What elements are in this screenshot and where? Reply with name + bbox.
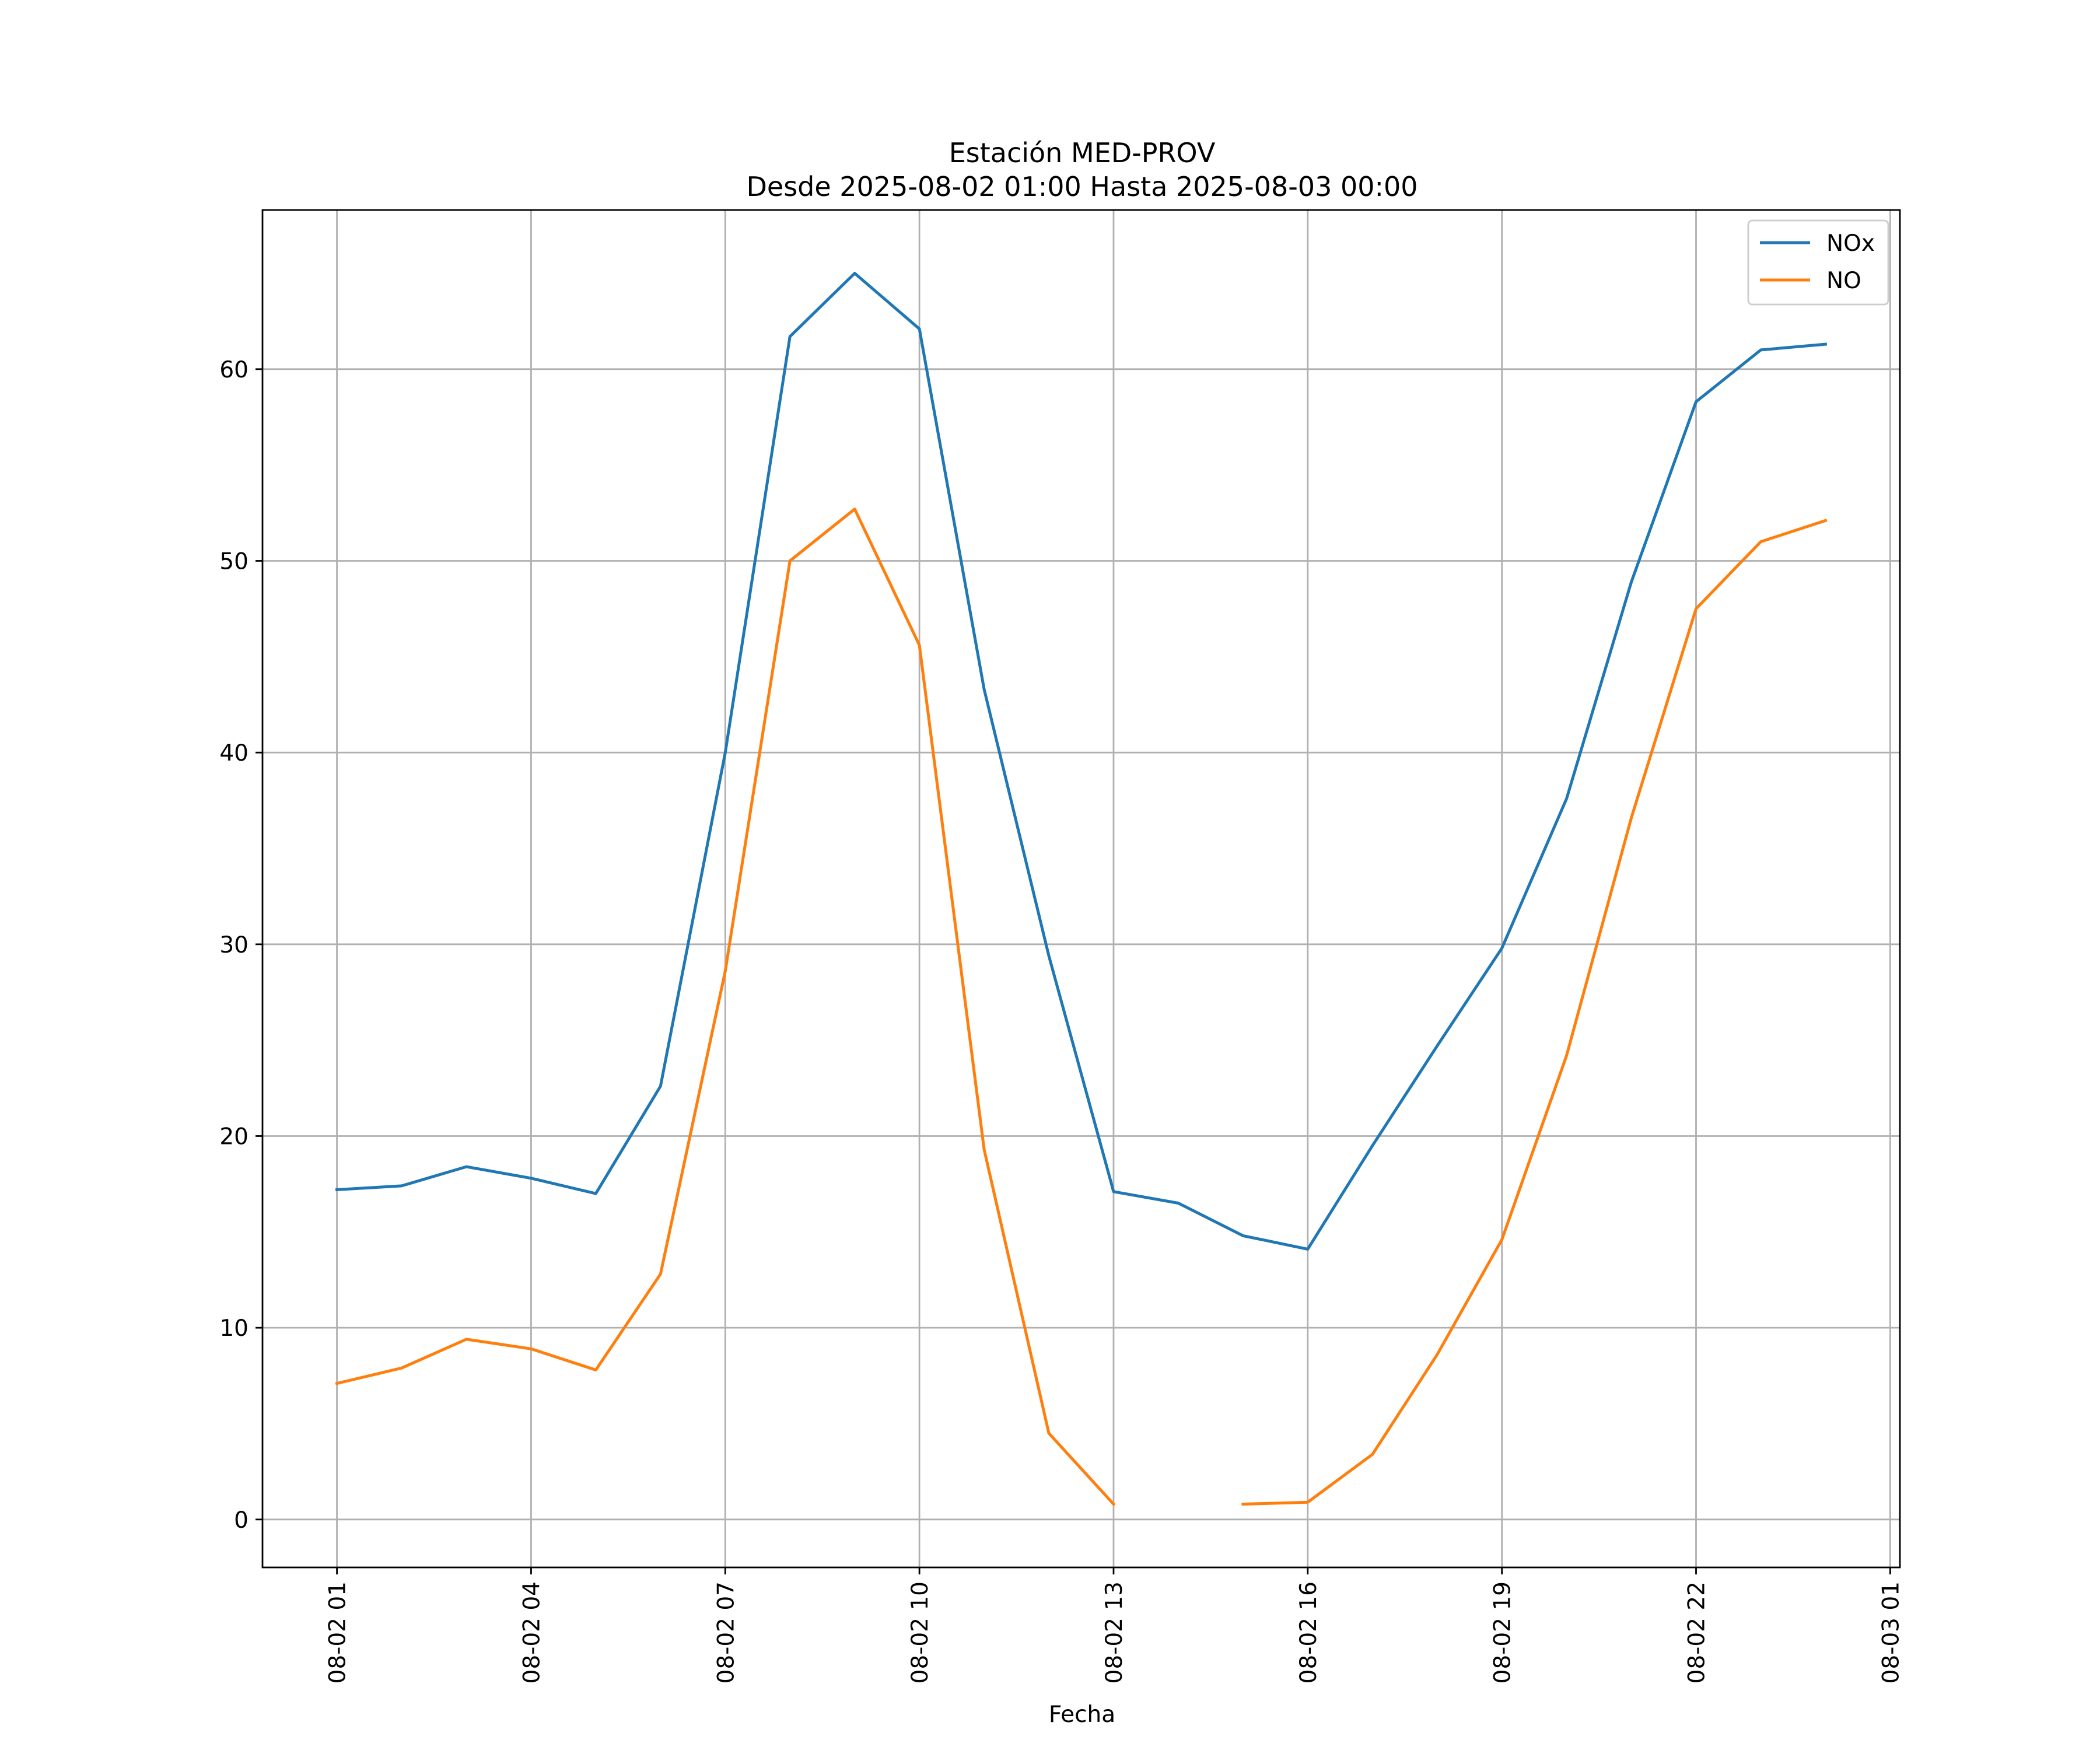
x-tick-label: 08-02 07 xyxy=(713,1581,739,1684)
grid xyxy=(262,210,1900,1567)
plot-frame xyxy=(261,209,1901,1569)
x-tick-label: 08-02 01 xyxy=(325,1581,351,1684)
x-tick-label: 08-02 22 xyxy=(1684,1581,1710,1684)
chart-subtitle: Desde 2025-08-02 01:00 Hasta 2025-08-03 … xyxy=(746,171,1418,202)
chart-title: Estación MED-PROV xyxy=(949,137,1216,169)
y-tick-label: 40 xyxy=(219,740,249,766)
legend-label-nox: NOx xyxy=(1826,230,1875,257)
legend-label-no: NO xyxy=(1826,268,1861,294)
series-line-nox xyxy=(335,272,1828,1251)
y-tick-label: 20 xyxy=(219,1124,249,1150)
y-tick-label: 60 xyxy=(219,357,249,383)
x-tick-label: 08-03 01 xyxy=(1878,1581,1904,1684)
x-tick-label: 08-02 16 xyxy=(1296,1581,1322,1684)
legend: NOx NO xyxy=(1747,219,1889,306)
series-line-no xyxy=(335,508,1828,1507)
ticks: 0 10 20 30 40 50 60 08-02 01 08-02 04 08-02 07 08-… xyxy=(219,357,1904,1684)
x-axis-label: Fecha xyxy=(1049,1702,1115,1728)
x-tick-label: 08-02 04 xyxy=(519,1581,545,1684)
y-tick-label: 50 xyxy=(219,548,249,575)
y-tick-label: 10 xyxy=(219,1315,249,1342)
x-tick-label: 08-02 10 xyxy=(907,1581,933,1684)
x-tick-label: 08-02 19 xyxy=(1490,1581,1516,1684)
y-tick-label: 0 xyxy=(234,1507,249,1534)
y-tick-label: 30 xyxy=(219,932,249,958)
series-lines xyxy=(335,272,1828,1507)
x-tick-label: 08-02 13 xyxy=(1101,1581,1128,1684)
